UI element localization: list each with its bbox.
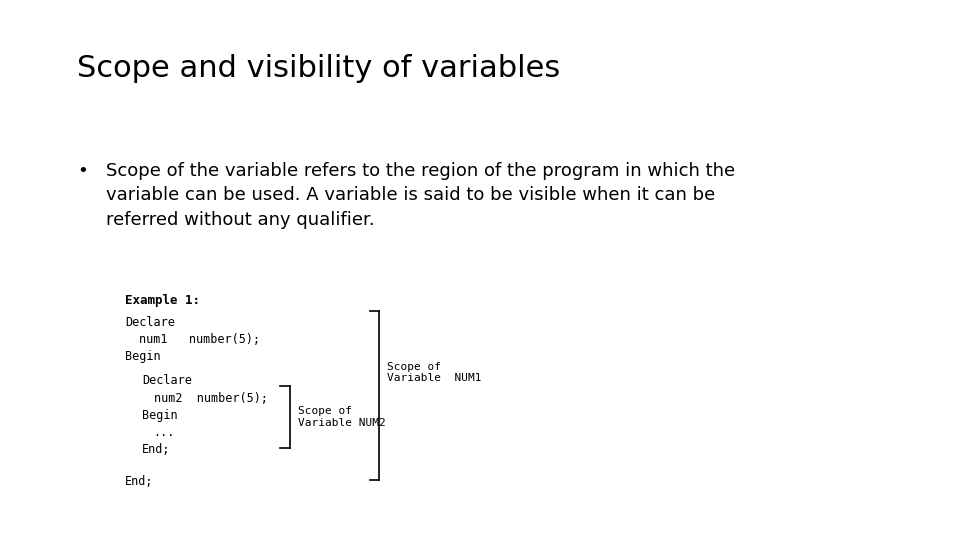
Text: Begin: Begin — [125, 350, 160, 363]
Text: Scope of
Variable NUM2: Scope of Variable NUM2 — [298, 406, 385, 428]
Text: Begin: Begin — [142, 409, 178, 422]
Text: ...: ... — [154, 426, 175, 439]
Text: num1   number(5);: num1 number(5); — [139, 333, 260, 346]
Text: Scope of the variable refers to the region of the program in which the
variable : Scope of the variable refers to the regi… — [106, 162, 734, 228]
Text: •: • — [77, 162, 87, 180]
Text: End;: End; — [125, 475, 154, 488]
Text: Scope and visibility of variables: Scope and visibility of variables — [77, 54, 560, 83]
Text: End;: End; — [142, 443, 171, 456]
Text: Declare: Declare — [125, 316, 175, 329]
Text: Example 1:: Example 1: — [125, 294, 200, 307]
Text: Scope of
Variable  NUM1: Scope of Variable NUM1 — [387, 362, 481, 383]
Text: Declare: Declare — [142, 374, 192, 387]
Text: num2  number(5);: num2 number(5); — [154, 392, 268, 404]
